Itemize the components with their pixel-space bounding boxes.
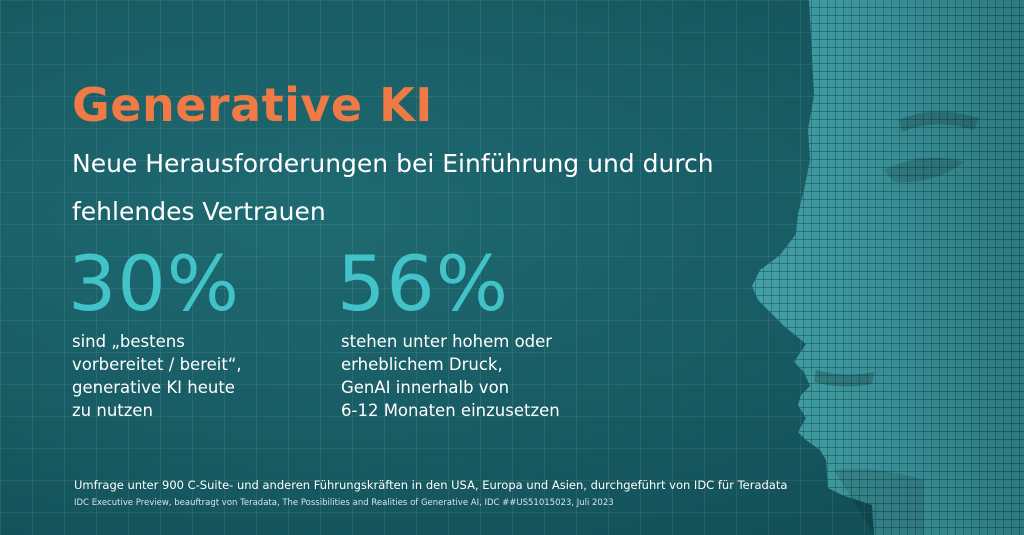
survey-footnote: Umfrage unter 900 C-Suite- und anderen F… — [74, 478, 788, 492]
source-citation: IDC Executive Preview, beauftragt von Te… — [74, 498, 614, 508]
headline: Generative KI — [72, 78, 433, 132]
stat-description: sind „bestens vorbereitet / bereit“, gen… — [72, 332, 242, 420]
stat-value: 30% — [68, 239, 240, 328]
stat-block: 30% sind „bestens vorbereitet / bereit“,… — [68, 244, 318, 422]
stat-description: stehen unter hohem oder erheblichem Druc… — [341, 332, 560, 420]
stat-value: 56% — [337, 239, 509, 328]
subheadline: Neue Herausforderungen bei Einführung un… — [72, 149, 714, 226]
voxel-face-image — [752, 0, 1024, 535]
stat-block: 56% stehen unter hohem oder erheblichem … — [337, 244, 637, 422]
